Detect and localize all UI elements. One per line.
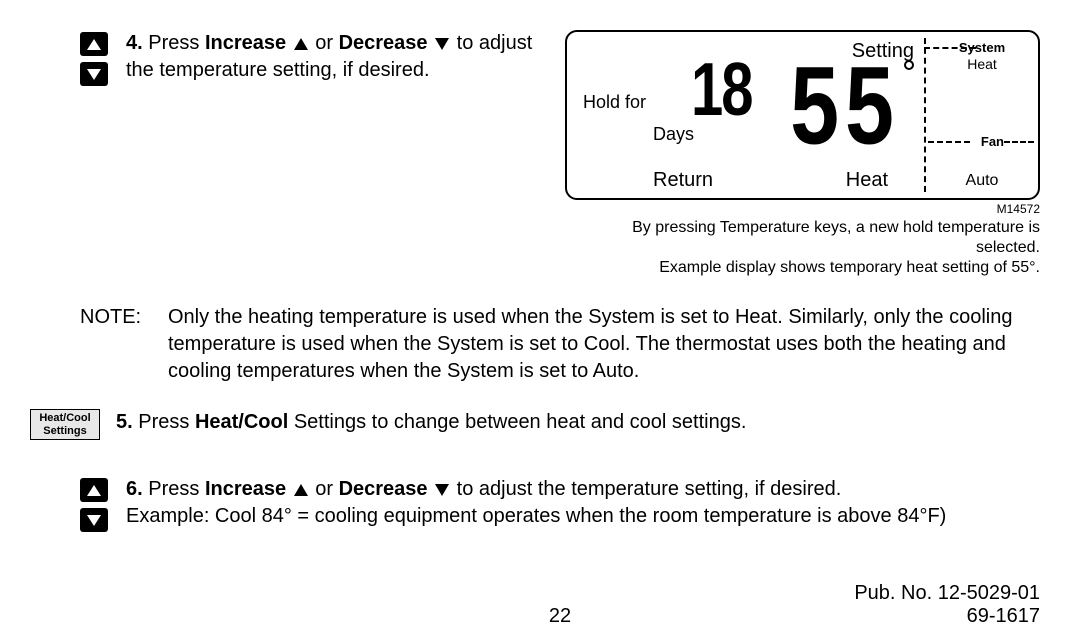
decrease-triangle-icon-2 xyxy=(435,484,449,496)
step-4-or: or xyxy=(315,32,338,54)
step-6-row: 6. Press Increase or Decrease to adjust … xyxy=(80,476,1040,532)
lcd-fan-dash-left xyxy=(928,141,970,143)
step-5-num: 5. xyxy=(116,411,133,433)
caption-line-1: By pressing Temperature keys, a new hold… xyxy=(632,219,1040,256)
hc-line2: Settings xyxy=(43,425,86,437)
step-6-text: 6. Press Increase or Decrease to adjust … xyxy=(114,476,1040,530)
step-4-increase: Increase xyxy=(205,32,286,54)
step-6-num: 6. xyxy=(126,478,143,500)
step-5-row: Heat/Cool Settings 5. Press Heat/Cool Se… xyxy=(80,409,1040,440)
lcd-fan-dash-right xyxy=(1004,141,1034,143)
lcd-display: Setting Hold for 18 Days 55 Return Heat … xyxy=(565,30,1040,200)
step-5-text: 5. Press Heat/Cool Settings to change be… xyxy=(116,409,746,436)
step-6-post: to adjust the temperature setting, if de… xyxy=(451,478,841,500)
decrease-button-icon-2 xyxy=(80,508,108,532)
manual-page: 4. Press Increase or Decrease to adjust … xyxy=(0,0,1080,640)
page-number: 22 xyxy=(80,605,1040,628)
lcd-system-label: System xyxy=(942,40,1022,55)
lcd-divider xyxy=(924,38,926,192)
lcd-fan-value: Auto xyxy=(942,172,1022,190)
lcd-fan-label: Fan xyxy=(981,134,1004,149)
decrease-triangle-icon xyxy=(435,38,449,50)
increase-triangle-icon xyxy=(294,38,308,50)
lcd-return-label: Return xyxy=(653,169,713,192)
page-footer: 22 Pub. No. 12-5029-01 69-1617 xyxy=(80,582,1040,628)
up-down-icons xyxy=(80,32,114,86)
step-4-text: 4. Press Increase or Decrease to adjust … xyxy=(114,30,544,84)
lcd-hold-for: Hold for xyxy=(583,92,646,113)
heat-cool-settings-button-icon: Heat/Cool Settings xyxy=(30,409,100,440)
step-5-pre: Press xyxy=(138,411,195,433)
step-6-or: or xyxy=(310,478,339,500)
lcd-system-value: Heat xyxy=(942,56,1022,72)
step-6-example: Example: Cool 84° = cooling equipment op… xyxy=(126,505,946,527)
pub-number: Pub. No. 12-5029-01 xyxy=(854,582,1040,604)
degree-icon xyxy=(904,60,914,70)
step-4-num: 4. xyxy=(126,32,143,54)
lcd-temp-value: 55 xyxy=(790,42,900,170)
lcd-heat-label: Heat xyxy=(846,169,888,192)
step-6-pre: Press xyxy=(148,478,205,500)
note-body: Only the heating temperature is used whe… xyxy=(168,304,1040,385)
lcd-days-value: 18 xyxy=(691,46,752,133)
lcd-days-label: Days xyxy=(653,124,694,145)
step-6-decrease: Decrease xyxy=(339,478,428,500)
up-down-icons-2 xyxy=(80,478,114,532)
step-6-increase: Increase xyxy=(205,478,286,500)
step-4-decrease: Decrease xyxy=(339,32,428,54)
increase-triangle-icon-2 xyxy=(294,484,308,496)
lcd-figure: Setting Hold for 18 Days 55 Return Heat … xyxy=(565,30,1040,278)
decrease-button-icon xyxy=(80,62,108,86)
figure-code: M14572 xyxy=(565,202,1040,216)
step-5-bold: Heat/Cool xyxy=(195,411,288,433)
figure-caption: By pressing Temperature keys, a new hold… xyxy=(565,218,1040,278)
increase-button-icon xyxy=(80,32,108,56)
increase-button-icon-2 xyxy=(80,478,108,502)
note-label: NOTE: xyxy=(80,304,168,385)
step-5-post: Settings to change between heat and cool… xyxy=(288,411,746,433)
note-row: NOTE: Only the heating temperature is us… xyxy=(80,304,1040,385)
step-4-row: 4. Press Increase or Decrease to adjust … xyxy=(80,30,1040,278)
hc-line1: Heat/Cool xyxy=(39,412,90,424)
caption-line-2: Example display shows temporary heat set… xyxy=(659,259,1040,276)
step-4-pre: Press xyxy=(148,32,205,54)
